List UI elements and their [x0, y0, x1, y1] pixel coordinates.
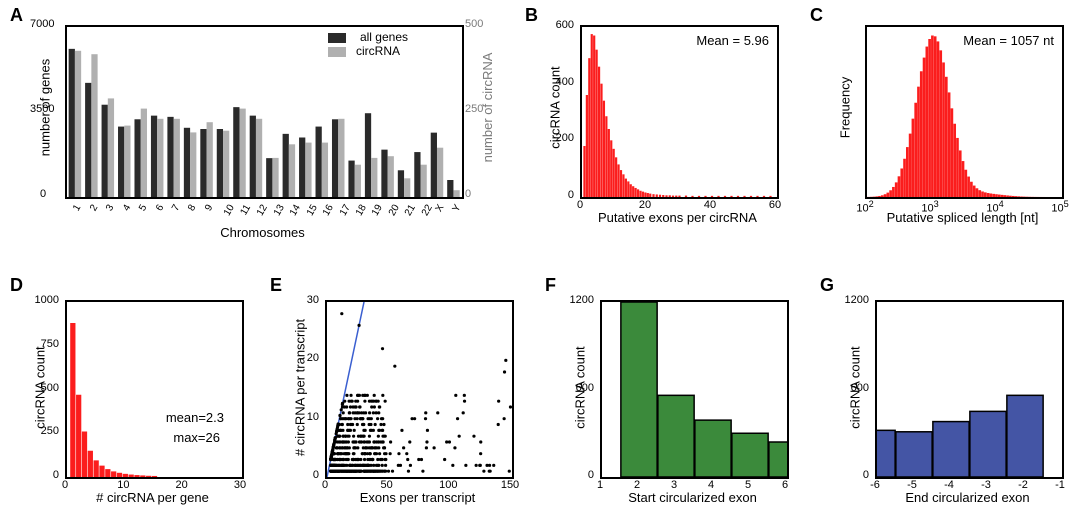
panel-label-F: F: [545, 275, 556, 296]
ytick-A-2: 7000: [30, 18, 54, 30]
ylabel-B: circRNA count: [548, 43, 563, 173]
panel-F: F circRNA count Start circularized exon …: [545, 275, 805, 525]
chart-B: [582, 27, 777, 197]
xlabel-E: Exons per transcript: [325, 490, 510, 505]
panel-label-D: D: [10, 275, 23, 296]
xlabel-F: Start circularized exon: [600, 490, 785, 505]
panel-label-G: G: [820, 275, 834, 296]
ytick-A-r1: 250: [465, 103, 483, 115]
panel-E: E # circRNA per transcript Exons per tra…: [270, 275, 530, 525]
annot-C: Mean = 1057 nt: [963, 33, 1054, 48]
legend-swatch-allgenes: [328, 33, 346, 43]
xlabel-G: End circularized exon: [875, 490, 1060, 505]
legend-label-allgenes: all genes: [360, 30, 408, 44]
panel-C: C Mean = 1057 nt Frequency Putative spli…: [810, 0, 1080, 250]
chart-G: [877, 302, 1062, 477]
plot-frame-D: mean=2.3 max=26: [65, 300, 244, 479]
figure-root: A all genes circRNA number of genes numb…: [0, 0, 1080, 529]
xlabel-B: Putative exons per circRNA: [580, 210, 775, 225]
chart-A: [67, 27, 462, 197]
plot-frame-A: all genes circRNA: [65, 25, 464, 199]
panel-label-E: E: [270, 275, 282, 296]
panel-A: A all genes circRNA number of genes numb…: [0, 0, 500, 250]
panel-G: G circRNA count End circularized exon -6…: [820, 275, 1080, 525]
annot-D-max: max=26: [173, 430, 220, 445]
xlabel-D: # circRNA per gene: [60, 490, 245, 505]
plot-frame-F: [600, 300, 789, 479]
panel-label-C: C: [810, 5, 823, 26]
ytick-A-1: 3500: [30, 103, 54, 115]
ytick-A-r2: 500: [465, 18, 483, 30]
panel-D: D mean=2.3 max=26 circRNA count # circRN…: [0, 275, 260, 525]
ylabel-C: Frequency: [838, 48, 853, 168]
legend-label-circrna: circRNA: [356, 44, 400, 58]
xlabel-A: Chromosomes: [65, 225, 460, 240]
panel-label-B: B: [525, 5, 538, 26]
plot-frame-B: Mean = 5.96: [580, 25, 779, 199]
ylabel-E: # circRNA per transcript: [293, 303, 308, 473]
chart-C: [867, 27, 1062, 197]
annot-D-mean: mean=2.3: [166, 410, 224, 425]
plot-frame-C: Mean = 1057 nt: [865, 25, 1064, 199]
chart-E: [327, 302, 512, 477]
panel-label-A: A: [10, 5, 23, 26]
plot-frame-G: [875, 300, 1064, 479]
panel-B: B Mean = 5.96 circRNA count Putative exo…: [525, 0, 795, 250]
legend-swatch-circrna: [328, 47, 346, 57]
ytick-A-0: 0: [40, 188, 46, 200]
plot-frame-E: [325, 300, 514, 479]
chart-D: [67, 302, 242, 477]
chart-F: [602, 302, 787, 477]
ytick-A-r0: 0: [465, 188, 471, 200]
xlabel-C: Putative spliced length [nt]: [860, 210, 1065, 225]
annot-B: Mean = 5.96: [696, 33, 769, 48]
